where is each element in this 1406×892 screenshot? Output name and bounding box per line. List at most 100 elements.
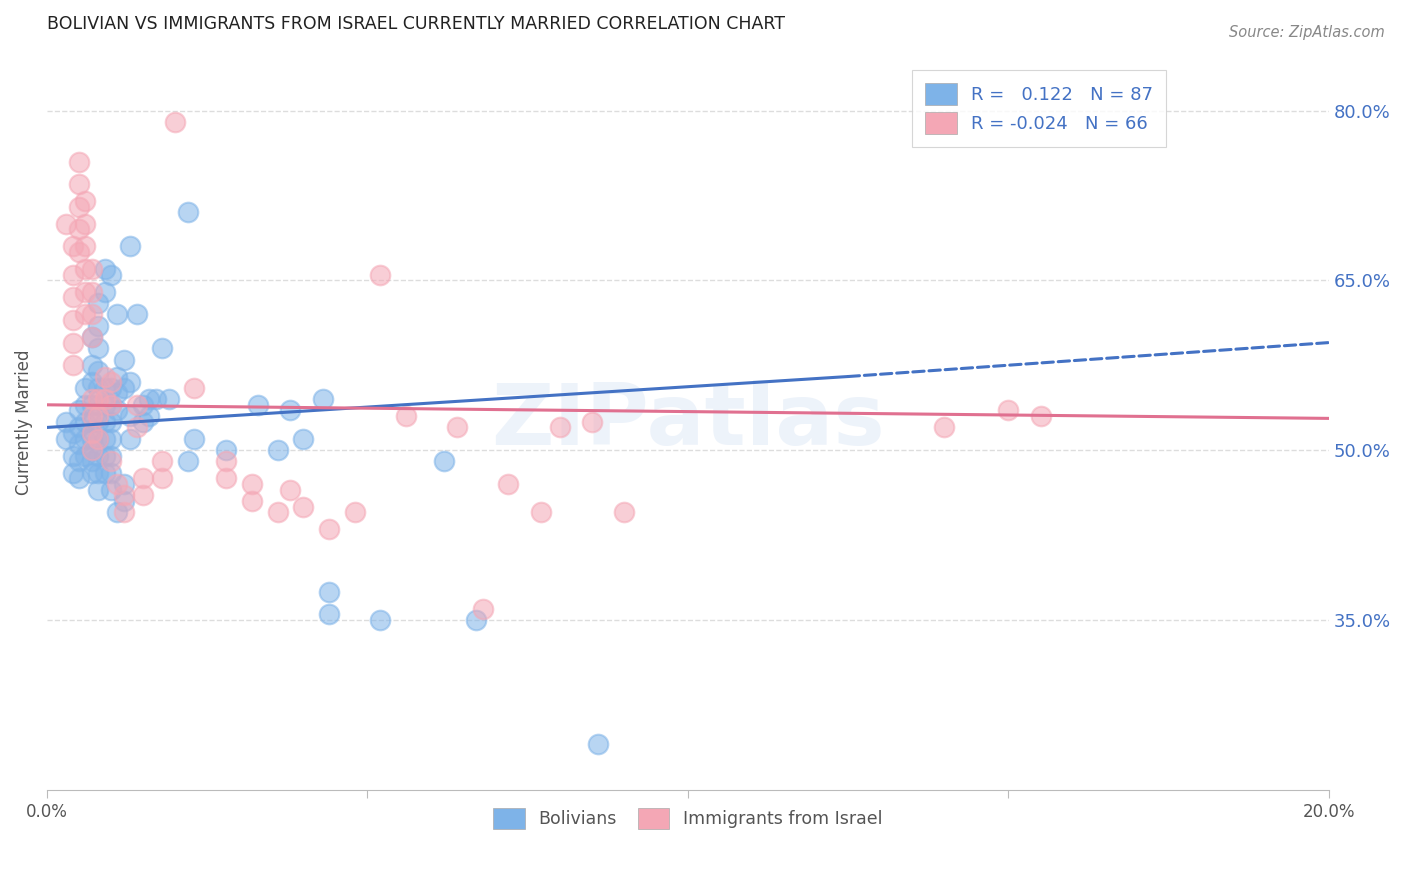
Point bbox=[80, 285, 103, 299]
Point bbox=[215, 471, 238, 485]
Point bbox=[266, 505, 288, 519]
Point bbox=[132, 398, 155, 412]
Point bbox=[368, 613, 391, 627]
Point bbox=[93, 381, 115, 395]
Point bbox=[112, 488, 135, 502]
Point bbox=[107, 403, 129, 417]
Point bbox=[80, 443, 103, 458]
Point bbox=[87, 381, 110, 395]
Point bbox=[80, 392, 103, 406]
Point bbox=[80, 466, 103, 480]
Point bbox=[157, 392, 180, 406]
Point bbox=[368, 268, 391, 282]
Point bbox=[215, 454, 238, 468]
Point bbox=[586, 737, 609, 751]
Point bbox=[55, 415, 77, 429]
Point bbox=[581, 415, 603, 429]
Point bbox=[80, 375, 103, 389]
Point bbox=[132, 471, 155, 485]
Point bbox=[177, 454, 200, 468]
Point bbox=[132, 415, 155, 429]
Point bbox=[100, 449, 122, 463]
Point bbox=[266, 443, 288, 458]
Point bbox=[75, 398, 97, 412]
Point bbox=[67, 245, 90, 260]
Point bbox=[67, 403, 90, 417]
Point bbox=[107, 307, 129, 321]
Point bbox=[80, 432, 103, 446]
Point bbox=[55, 432, 77, 446]
Point bbox=[120, 239, 142, 253]
Point bbox=[80, 330, 103, 344]
Point bbox=[75, 194, 97, 208]
Point bbox=[87, 432, 110, 446]
Point bbox=[62, 426, 84, 441]
Point bbox=[55, 217, 77, 231]
Point bbox=[318, 522, 340, 536]
Point bbox=[112, 477, 135, 491]
Point bbox=[120, 432, 142, 446]
Point bbox=[120, 375, 142, 389]
Point bbox=[80, 454, 103, 468]
Point bbox=[138, 392, 160, 406]
Point bbox=[183, 432, 205, 446]
Point bbox=[93, 398, 115, 412]
Point bbox=[87, 409, 110, 424]
Point bbox=[80, 426, 103, 441]
Point bbox=[292, 500, 315, 514]
Point bbox=[80, 262, 103, 277]
Point bbox=[100, 415, 122, 429]
Y-axis label: Currently Married: Currently Married bbox=[15, 349, 32, 494]
Point bbox=[80, 307, 103, 321]
Point bbox=[93, 392, 115, 406]
Point bbox=[112, 381, 135, 395]
Point bbox=[934, 420, 956, 434]
Point bbox=[100, 432, 122, 446]
Point bbox=[183, 381, 205, 395]
Point bbox=[112, 494, 135, 508]
Point bbox=[240, 494, 263, 508]
Point bbox=[215, 443, 238, 458]
Point bbox=[107, 477, 129, 491]
Point bbox=[87, 398, 110, 412]
Point bbox=[75, 432, 97, 446]
Point bbox=[62, 466, 84, 480]
Point bbox=[100, 398, 122, 412]
Point bbox=[75, 381, 97, 395]
Point bbox=[548, 420, 571, 434]
Point bbox=[150, 341, 173, 355]
Point bbox=[395, 409, 418, 424]
Point bbox=[150, 471, 173, 485]
Point bbox=[280, 483, 302, 497]
Point bbox=[80, 398, 103, 412]
Point bbox=[93, 369, 115, 384]
Point bbox=[87, 392, 110, 406]
Point bbox=[100, 483, 122, 497]
Point bbox=[446, 420, 468, 434]
Point bbox=[125, 307, 148, 321]
Point bbox=[80, 443, 103, 458]
Point bbox=[75, 307, 97, 321]
Point bbox=[75, 262, 97, 277]
Point bbox=[498, 477, 520, 491]
Point bbox=[67, 454, 90, 468]
Point bbox=[311, 392, 333, 406]
Point bbox=[125, 398, 148, 412]
Point bbox=[997, 403, 1019, 417]
Point bbox=[318, 584, 340, 599]
Point bbox=[1029, 409, 1052, 424]
Text: BOLIVIAN VS IMMIGRANTS FROM ISRAEL CURRENTLY MARRIED CORRELATION CHART: BOLIVIAN VS IMMIGRANTS FROM ISRAEL CURRE… bbox=[46, 15, 785, 33]
Point bbox=[75, 239, 97, 253]
Point bbox=[93, 285, 115, 299]
Point bbox=[67, 437, 90, 451]
Point bbox=[112, 352, 135, 367]
Point bbox=[80, 330, 103, 344]
Point bbox=[62, 268, 84, 282]
Point bbox=[93, 415, 115, 429]
Point bbox=[75, 217, 97, 231]
Point bbox=[471, 601, 494, 615]
Point bbox=[100, 268, 122, 282]
Point bbox=[87, 449, 110, 463]
Point bbox=[80, 358, 103, 372]
Point bbox=[67, 471, 90, 485]
